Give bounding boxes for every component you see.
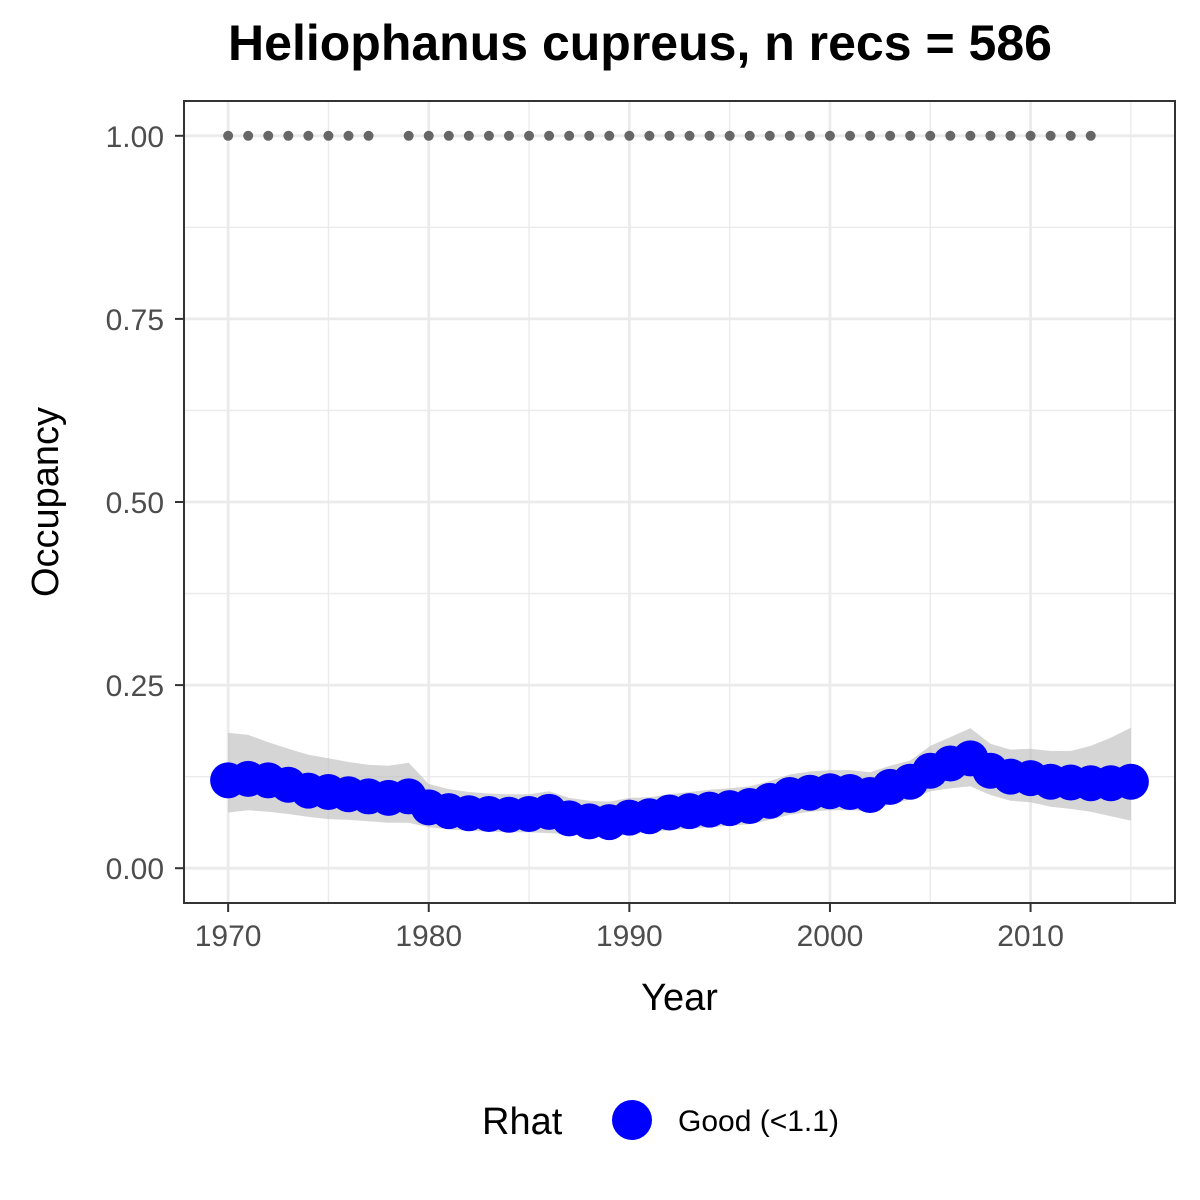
y-tick-label: 1.00 <box>106 121 164 154</box>
y-tick-label: 0.50 <box>106 487 164 520</box>
record-year-dot <box>283 130 294 141</box>
record-year-dot <box>644 130 655 141</box>
record-year-dot <box>905 130 916 141</box>
record-year-dot <box>1045 130 1056 141</box>
chart-title: Heliophanus cupreus, n recs = 586 <box>228 15 1052 71</box>
record-year-dot <box>303 130 314 141</box>
record-year-dot <box>483 130 494 141</box>
record-year-dot <box>664 130 675 141</box>
record-year-dot <box>804 130 815 141</box>
record-year-dot <box>584 130 595 141</box>
record-year-dot <box>784 130 795 141</box>
record-year-dot <box>423 130 434 141</box>
record-year-dot <box>343 130 354 141</box>
x-tick-label: 1970 <box>195 920 262 953</box>
record-year-dot <box>463 130 474 141</box>
record-year-dot <box>704 130 715 141</box>
record-year-dot <box>624 130 635 141</box>
record-year-dot <box>223 130 234 141</box>
y-tick-label: 0.00 <box>106 853 164 886</box>
record-year-dot <box>764 130 775 141</box>
record-year-dot <box>724 130 735 141</box>
record-year-dot <box>885 130 896 141</box>
record-year-dot <box>243 130 254 141</box>
record-year-dot <box>363 130 374 141</box>
record-year-dot <box>744 130 755 141</box>
record-year-dot <box>1005 130 1016 141</box>
y-axis: 0.00 0.25 0.50 0.75 1.00 <box>106 121 184 886</box>
record-year-dot <box>503 130 514 141</box>
record-year-dot <box>845 130 856 141</box>
record-year-dot <box>1065 130 1076 141</box>
record-year-dot <box>263 130 274 141</box>
records-layer <box>223 130 1096 141</box>
record-year-dot <box>965 130 976 141</box>
record-year-dot <box>544 130 555 141</box>
record-year-dot <box>323 130 334 141</box>
record-year-dot <box>1085 130 1096 141</box>
legend-key-good <box>612 1100 652 1140</box>
x-tick-label: 2010 <box>997 920 1064 953</box>
x-axis: 1970 1980 1990 2000 2010 <box>195 903 1064 953</box>
record-year-dot <box>564 130 575 141</box>
points-layer <box>210 740 1149 841</box>
x-axis-title: Year <box>641 977 718 1019</box>
occupancy-point <box>1112 763 1149 800</box>
record-year-dot <box>684 130 695 141</box>
record-year-dot <box>824 130 835 141</box>
y-tick-label: 0.75 <box>106 304 164 337</box>
record-year-dot <box>524 130 535 141</box>
record-year-dot <box>865 130 876 141</box>
legend-title: Rhat <box>482 1101 563 1143</box>
record-year-dot <box>985 130 996 141</box>
x-tick-label: 1990 <box>596 920 663 953</box>
y-axis-title: Occupancy <box>25 407 67 597</box>
record-year-dot <box>1025 130 1036 141</box>
record-year-dot <box>443 130 454 141</box>
record-year-dot <box>403 130 414 141</box>
x-tick-label: 1980 <box>395 920 462 953</box>
legend-label-good: Good (<1.1) <box>678 1105 839 1138</box>
record-year-dot <box>925 130 936 141</box>
y-tick-label: 0.25 <box>106 670 164 703</box>
record-year-dot <box>604 130 615 141</box>
record-year-dot <box>945 130 956 141</box>
legend: Rhat Good (<1.1) <box>482 1100 839 1143</box>
x-tick-label: 2000 <box>797 920 864 953</box>
